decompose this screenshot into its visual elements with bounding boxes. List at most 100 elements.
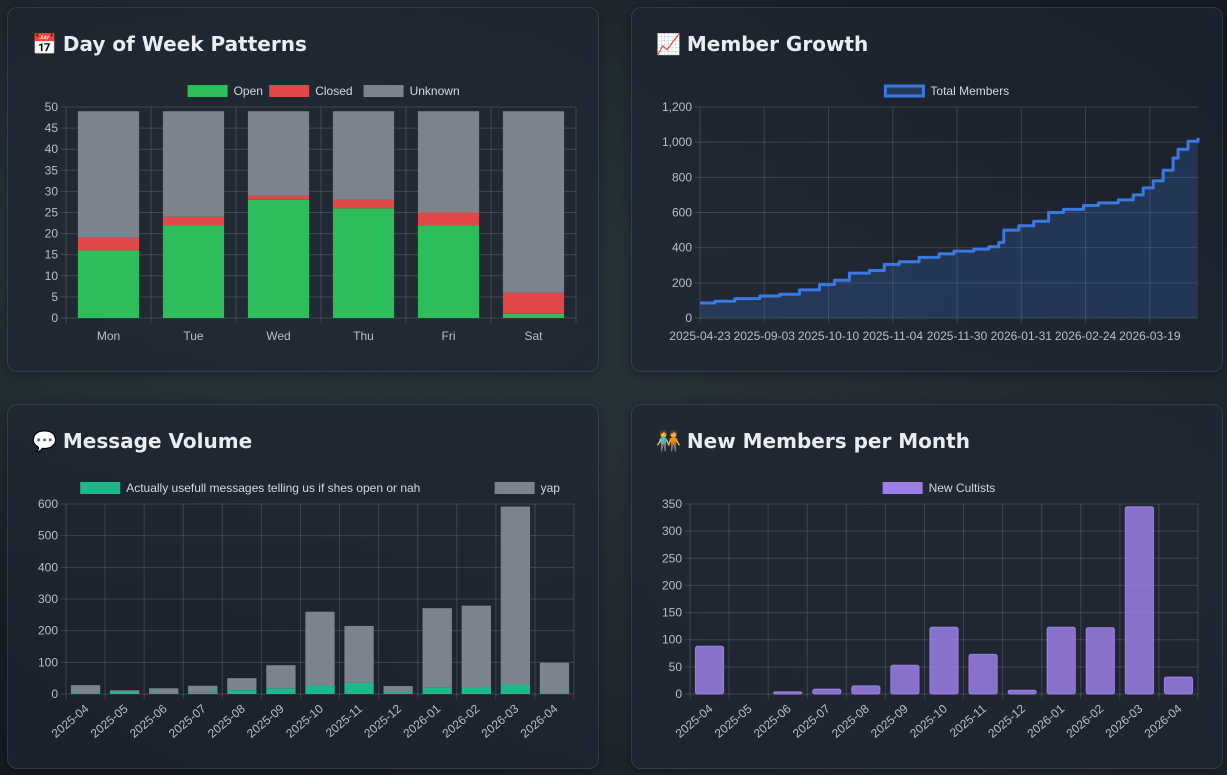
x-tick-label: 2026-01 bbox=[400, 701, 443, 740]
series-line bbox=[700, 137, 1200, 305]
day-of-week-title-text: Day of Week Patterns bbox=[62, 32, 307, 56]
bar-actually-usefull-mes bbox=[149, 693, 179, 694]
x-tick-label: 2025-08 bbox=[205, 701, 248, 740]
y-tick-label: 1,000 bbox=[662, 135, 692, 149]
x-tick-label: 2025-10-10 bbox=[798, 329, 860, 343]
x-tick-label: 2025-05 bbox=[88, 701, 131, 740]
bar-actually-usefull-mes bbox=[266, 688, 296, 694]
y-tick-label: 500 bbox=[38, 529, 58, 543]
legend-swatch bbox=[187, 85, 228, 97]
day-of-week-chart: Open Closed Unknown 0 5 10 15 20 25 30 35 40 45 50 Mon… bbox=[45, 84, 577, 343]
x-tick-label: 2025-07 bbox=[166, 701, 209, 740]
y-tick-label: 100 bbox=[38, 655, 58, 669]
y-tick-label: 200 bbox=[672, 276, 692, 290]
bar-unknown bbox=[247, 111, 310, 196]
bar-yap bbox=[344, 625, 374, 683]
bar-yap bbox=[70, 685, 101, 694]
x-tick-label: 2025-12 bbox=[361, 701, 404, 740]
x-tick-label: 2025-09-03 bbox=[734, 329, 796, 343]
x-tick-label: 2026-03 bbox=[1103, 701, 1146, 740]
y-tick-label: 350 bbox=[662, 497, 682, 511]
new-members-title: 🧑‍🤝‍🧑 New Members per Month bbox=[656, 429, 970, 453]
x-tick-label: 2025-06 bbox=[127, 701, 170, 740]
bar-yap bbox=[539, 662, 570, 694]
message-volume-title-text: Message Volume bbox=[62, 429, 253, 453]
y-tick-label: 50 bbox=[669, 660, 683, 674]
x-tick-label: 2026-02 bbox=[439, 701, 482, 740]
y-tick-label: 250 bbox=[662, 551, 682, 565]
calendar-icon: 📅 bbox=[32, 32, 57, 56]
message-volume-card: 💬 Message Volume Actually usefull message… bbox=[7, 404, 599, 769]
legend-swatch bbox=[883, 84, 925, 98]
bar-closed bbox=[502, 292, 565, 314]
bar-unknown bbox=[162, 111, 225, 217]
x-tick-label: 2025-10 bbox=[907, 701, 950, 740]
y-tick-label: 600 bbox=[672, 206, 692, 220]
y-tick-label: 5 bbox=[51, 290, 58, 304]
bar-actually-usefull-mes bbox=[461, 687, 491, 694]
bar-closed bbox=[332, 199, 395, 209]
x-tick-label: 2025-04-23 bbox=[669, 329, 731, 343]
bar-new-cultists bbox=[1124, 506, 1154, 695]
y-tick-label: 200 bbox=[38, 624, 58, 638]
y-tick-label: 0 bbox=[675, 687, 682, 701]
bar-yap bbox=[305, 611, 335, 686]
bar-open bbox=[162, 225, 225, 318]
bar-yap bbox=[109, 690, 140, 691]
y-tick-label: 20 bbox=[45, 227, 59, 241]
legend-swatch bbox=[80, 482, 121, 494]
legend-label: Unknown bbox=[410, 84, 460, 98]
bar-new-cultists bbox=[1046, 626, 1076, 695]
day-of-week-card: 📅 Day of Week Patterns Open Closed Unknown 0… bbox=[7, 7, 599, 372]
y-tick-label: 300 bbox=[38, 592, 58, 606]
y-tick-label: 400 bbox=[38, 560, 58, 574]
x-tick-label: 2025-11-30 bbox=[927, 329, 988, 343]
bar-open bbox=[247, 199, 310, 318]
bar-open bbox=[502, 313, 565, 318]
x-tick-label: 2026-03-19 bbox=[1119, 329, 1181, 343]
x-tick-label: 2025-09 bbox=[868, 701, 911, 740]
x-tick-label: 2025-12 bbox=[985, 701, 1028, 740]
message-volume-chart: Actually usefull messages telling us if … bbox=[38, 481, 575, 741]
x-tick-label: Tue bbox=[183, 329, 204, 343]
bar-new-cultists bbox=[812, 688, 842, 695]
bar-open bbox=[77, 250, 140, 318]
y-tick-label: 35 bbox=[45, 163, 59, 177]
y-tick-label: 100 bbox=[662, 633, 682, 647]
bar-yap bbox=[383, 686, 413, 693]
member-growth-title: 📈 Member Growth bbox=[656, 32, 868, 56]
y-tick-label: 30 bbox=[45, 184, 59, 198]
legend-swatch bbox=[363, 85, 404, 97]
legend-label: yap bbox=[541, 481, 561, 495]
bar-actually-usefull-mes bbox=[344, 682, 374, 694]
legend-label: Open bbox=[234, 84, 263, 98]
bar-closed bbox=[77, 237, 140, 251]
x-tick-label: 2025-04 bbox=[49, 701, 92, 740]
y-tick-label: 0 bbox=[51, 687, 58, 701]
bar-closed bbox=[247, 195, 310, 200]
x-tick-label: Wed bbox=[266, 329, 290, 343]
x-tick-label: 2026-02 bbox=[1063, 701, 1106, 740]
legend-swatch bbox=[882, 482, 923, 494]
bar-yap bbox=[500, 506, 531, 685]
bar-yap bbox=[149, 688, 179, 694]
y-tick-label: 45 bbox=[45, 121, 59, 135]
bar-actually-usefull-mes bbox=[383, 692, 413, 694]
bar-unknown bbox=[77, 111, 140, 238]
bar-unknown bbox=[417, 111, 480, 213]
y-tick-label: 10 bbox=[45, 269, 59, 283]
x-tick-label: Sat bbox=[524, 329, 543, 343]
legend-swatch bbox=[494, 482, 535, 494]
bar-actually-usefull-mes bbox=[70, 693, 101, 694]
bar-new-cultists bbox=[694, 645, 725, 695]
x-tick-label: 2025-11 bbox=[947, 701, 989, 740]
y-tick-label: 150 bbox=[662, 606, 682, 620]
day-of-week-title: 📅 Day of Week Patterns bbox=[32, 32, 307, 56]
bar-closed bbox=[417, 212, 480, 226]
x-tick-label: 2025-08 bbox=[829, 701, 872, 740]
bar-actually-usefull-mes bbox=[188, 692, 218, 694]
legend-label: Closed bbox=[315, 84, 352, 98]
bar-yap bbox=[188, 685, 218, 693]
bar-unknown bbox=[502, 111, 565, 293]
new-members-chart: New Cultists 0 50 100 150 200 250 300 350 2025-04… bbox=[662, 481, 1199, 741]
